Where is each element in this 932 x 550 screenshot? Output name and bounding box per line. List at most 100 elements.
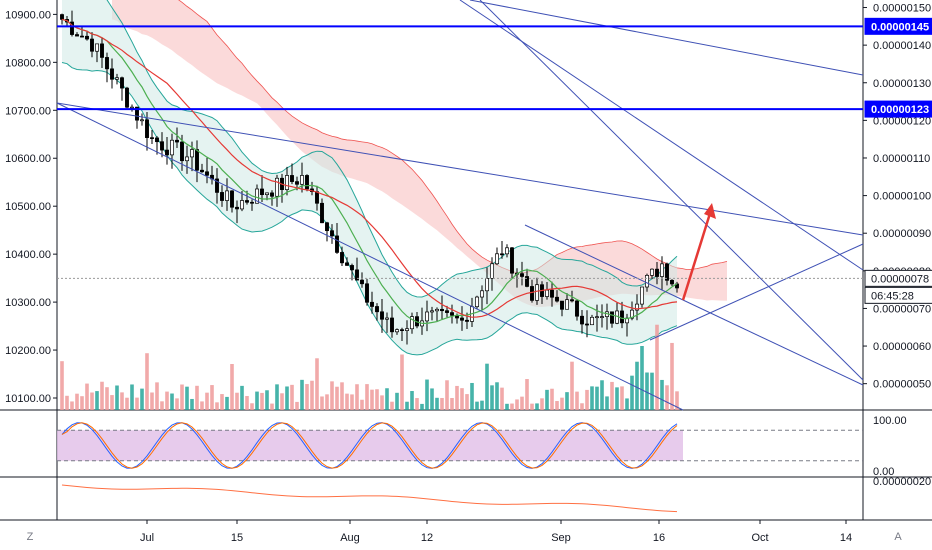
candle-body [190, 149, 194, 158]
volume-bar [225, 396, 229, 410]
sma-fast-line [61, 18, 678, 325]
candle-body [155, 137, 159, 143]
candle-body [275, 177, 279, 197]
candle-body [90, 38, 94, 52]
volume-bar [615, 387, 619, 410]
candle-body [465, 319, 469, 322]
candle-body [375, 306, 379, 313]
candle-body [80, 35, 84, 38]
volume-bar [345, 393, 349, 410]
volume-bar [425, 379, 429, 410]
candle-body [530, 286, 534, 301]
candle-body [325, 222, 329, 232]
candle-body [125, 87, 129, 108]
volume-bar [515, 399, 519, 410]
right-price-axis[interactable]: 0.00000150 0.00000140 0.00000130 0.00000120… [863, 3, 932, 391]
stochastic-pane[interactable]: 100.00 0.00 [57, 415, 907, 478]
volume-bar [400, 354, 404, 410]
stoch-k-line [61, 422, 678, 469]
z-label: Z [27, 531, 34, 543]
volume-bar [605, 396, 609, 410]
indicator-pane[interactable]: 0.00000020 [61, 476, 931, 513]
volume-bar [170, 393, 174, 410]
price-tag-label: 0.00000078 [871, 273, 929, 285]
candle-body [235, 206, 239, 210]
candle-body [350, 265, 354, 271]
candle-body [315, 191, 319, 204]
candle-body [405, 328, 409, 331]
volume-bar [145, 353, 149, 410]
candle-body [255, 188, 259, 204]
volume-bar [505, 403, 509, 410]
candle-body [640, 286, 644, 305]
volume-bar [165, 391, 169, 410]
candle-body [320, 202, 324, 224]
candle-body [370, 301, 374, 307]
candle-body [590, 316, 594, 326]
cloud-span-a [178, 0, 728, 274]
volume-bar [530, 403, 534, 410]
candle-body [600, 316, 604, 318]
volume-bar [390, 401, 394, 410]
trendline [524, 224, 684, 301]
volume-bar [135, 397, 139, 410]
volume-bar [245, 396, 249, 410]
stoch-tick-label: 100.00 [873, 415, 907, 427]
moving-averages [61, 18, 678, 325]
candle-body [395, 329, 399, 333]
volume-bar [180, 384, 184, 410]
volume-bar [290, 384, 294, 410]
candle-body [440, 308, 444, 312]
candle-body [290, 175, 294, 182]
volume-bar [325, 394, 329, 410]
time-axis[interactable]: Jul 15 Aug 12 Sep 16 Oct 14 [140, 520, 852, 544]
volume-bar [310, 380, 314, 410]
candle-body [585, 323, 589, 326]
candle-body [105, 57, 109, 70]
time-tick-label: 16 [653, 532, 665, 544]
volume-bar [240, 385, 244, 410]
volume-bar [230, 363, 234, 410]
volume-bar [375, 389, 379, 410]
bollinger-lower [61, 62, 678, 356]
volume-bar [610, 381, 614, 410]
candle-body [305, 175, 309, 190]
candle-body [520, 273, 524, 277]
auto-scale-right-button[interactable]: A [894, 531, 902, 543]
volume-bar [465, 394, 469, 410]
left-price-axis[interactable]: 10900.00 10800.00 10700.00 10600.00 10500.00… [5, 9, 57, 405]
target-arrow-head [704, 203, 716, 219]
candle-body [500, 253, 504, 256]
volume-bar [115, 385, 119, 410]
volume-bar [265, 390, 269, 410]
candle-body [95, 43, 99, 52]
candle-body [130, 106, 134, 109]
candle-body [655, 268, 659, 277]
candle-body [550, 289, 554, 298]
volume-bar [140, 388, 144, 410]
volume-bar [650, 372, 654, 410]
time-tick-label: 15 [231, 532, 243, 544]
candle-body [565, 299, 569, 310]
volume-bar [420, 403, 424, 410]
candle-body [535, 284, 539, 301]
trendlines[interactable] [56, 0, 864, 411]
candle-body [145, 119, 149, 138]
volume-bar [340, 382, 344, 410]
right-tick-label: 0.00000140 [873, 40, 931, 52]
candle-body [355, 269, 359, 281]
volume-bar [460, 388, 464, 410]
volume-bar [300, 379, 304, 410]
candle-body [345, 262, 349, 266]
candle-body [185, 156, 189, 162]
volume-bar [260, 392, 264, 410]
candle-body [665, 263, 669, 281]
price-tag-label: 0.00000145 [871, 21, 929, 33]
volume-bar [430, 388, 434, 410]
auto-scale-left-button[interactable]: Z [27, 531, 34, 543]
volume-bar [525, 379, 529, 410]
candle-body [630, 309, 634, 319]
price-pane[interactable] [56, 0, 864, 411]
a-label: A [894, 531, 902, 543]
